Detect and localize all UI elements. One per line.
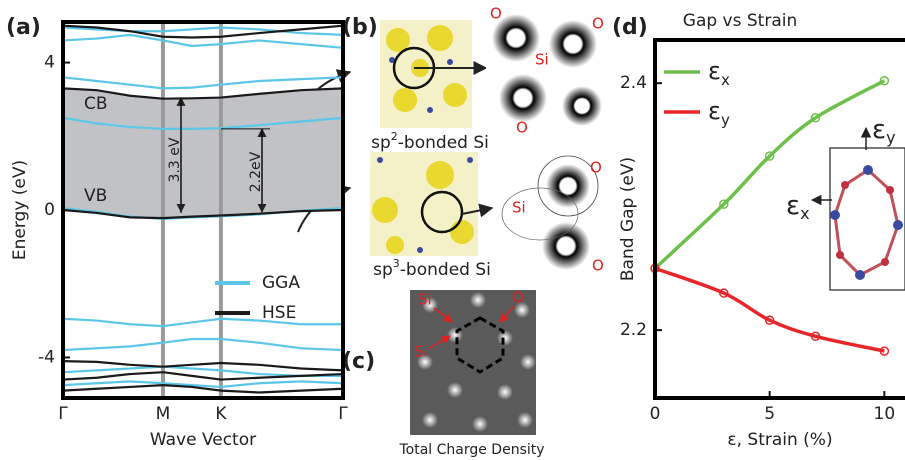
x-tick-label: 5	[764, 404, 775, 424]
atom-label: Si	[535, 51, 549, 69]
data-point	[879, 75, 890, 86]
panel-label: (c)	[342, 349, 375, 374]
band-line	[62, 116, 344, 131]
density-image	[410, 290, 536, 435]
data-point	[879, 346, 890, 356]
y-tick-label: 4	[44, 53, 55, 73]
annotation: 2.2eV	[248, 151, 264, 192]
legend-label-part: ε	[708, 57, 721, 85]
caption: sp2-bonded Si	[371, 130, 489, 153]
x-tick-label: 0	[650, 404, 661, 424]
band-line	[62, 33, 344, 49]
legend-label-part: y	[721, 111, 730, 129]
band-line	[62, 360, 344, 372]
band-line	[62, 317, 343, 328]
x-axis-label: ε, Strain (%)	[727, 430, 832, 450]
band-line	[62, 337, 344, 352]
caption-part: sp	[371, 133, 391, 153]
y-tick-label: 0	[44, 200, 55, 220]
band-line	[62, 76, 344, 90]
x-tick-label: Γ	[338, 404, 348, 424]
caption: sp3-bonded Si	[373, 257, 491, 280]
data-point	[764, 315, 775, 325]
structure-image	[370, 152, 494, 256]
contour-image	[494, 155, 616, 270]
band-line	[62, 365, 343, 377]
caption-part: 2	[391, 130, 398, 143]
data-point	[810, 113, 821, 123]
y-axis-label: Band Gap (eV)	[618, 157, 638, 281]
atom-label: O	[592, 15, 604, 33]
x-tick-label: 10	[874, 404, 896, 424]
caption: Total Charge Density	[398, 442, 544, 458]
data-point	[719, 199, 729, 209]
annotation: VB	[84, 186, 107, 206]
plot-frame	[61, 20, 345, 400]
data-point	[764, 151, 775, 161]
inset-structure	[810, 126, 905, 291]
caption-part: sp	[373, 260, 393, 280]
y-axis-label: Energy (eV)	[10, 160, 30, 260]
data-point	[719, 288, 729, 298]
caption-part: 3	[393, 257, 400, 270]
panel-label: (a)	[6, 15, 41, 40]
x-tick-label: M	[156, 404, 171, 424]
x-tick-label: Γ	[58, 404, 68, 424]
plot-frame	[653, 38, 905, 400]
plot-area	[63, 88, 343, 219]
annotation: 3.3 eV	[167, 137, 183, 182]
panel-label: (d)	[612, 15, 648, 40]
atom-label: O	[512, 289, 524, 307]
series-line	[653, 79, 886, 270]
x-axis-label: Wave Vector	[150, 430, 256, 450]
atom-label: Si	[418, 291, 432, 309]
data-point	[810, 331, 821, 342]
inset-label-part: ε	[786, 191, 800, 221]
legend-label-part: ε	[708, 97, 721, 125]
band-line	[62, 26, 344, 37]
atom-label: Si	[512, 199, 526, 217]
chart-title: Gap vs Strain	[683, 11, 797, 31]
atom-label: O	[592, 257, 604, 275]
y-tick-label: -4	[38, 347, 55, 367]
annotation: CB	[84, 94, 108, 114]
band-line	[62, 383, 344, 394]
series-line	[654, 266, 885, 353]
band-line	[62, 371, 344, 381]
band-line	[62, 208, 344, 220]
legend-label-part: x	[721, 71, 730, 89]
y-tick-label: 2.2	[620, 320, 647, 340]
inset-label: εy	[872, 115, 896, 147]
x-tick-label: K	[215, 404, 227, 424]
y-tick-label: 2.4	[620, 73, 647, 93]
contour-image	[486, 4, 612, 132]
atom-label: O	[590, 159, 602, 177]
panel-label: (b)	[342, 15, 378, 40]
inset-label-part: y	[886, 128, 895, 147]
atom-label: Si	[414, 343, 428, 361]
inset-label-part: x	[800, 204, 809, 223]
band-line	[62, 380, 344, 389]
inset-label-part: ε	[872, 115, 886, 145]
legend-label: HSE	[262, 303, 296, 323]
caption-part: -bonded Si	[400, 260, 491, 280]
legend-label: GGA	[262, 273, 300, 293]
caption-part: -bonded Si	[398, 133, 489, 153]
band-line	[62, 24, 344, 39]
structure-image	[380, 20, 488, 128]
legend-label: εx	[708, 57, 730, 89]
gap-region	[63, 88, 343, 219]
atom-label: O	[516, 119, 528, 137]
inset-label: εx	[786, 191, 810, 223]
legend-label: εy	[708, 97, 730, 129]
atom-label: O	[490, 5, 502, 23]
band-line	[62, 87, 344, 100]
